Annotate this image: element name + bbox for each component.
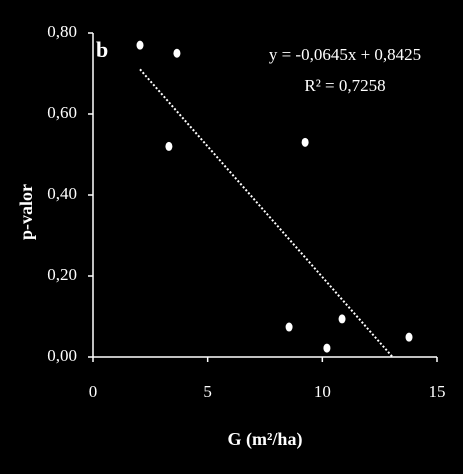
y-tick-label: 0,40 [47,184,77,203]
point [323,343,331,353]
x-axis-label: G (m²/ha) [228,429,303,450]
x-tick-label: 15 [429,382,446,401]
point [338,314,346,324]
point [165,141,173,151]
y-axis-label: p-valor [16,184,36,240]
x-tick-label: 5 [203,382,212,401]
y-tick-label: 0,00 [47,346,77,365]
trendline [139,68,394,358]
point [301,137,309,147]
equation: y = -0,0645x + 0,8425 [269,45,421,64]
point [285,322,293,332]
panel-label: b [96,37,108,62]
y-tick-label: 0,80 [47,22,77,41]
x-tick-label: 0 [89,382,98,401]
y-tick-label: 0,60 [47,103,77,122]
x-tick-label: 10 [314,382,331,401]
r-squared: R² = 0,7258 [304,76,385,95]
y-tick-label: 0,20 [47,265,77,284]
point [136,40,144,50]
point [405,332,413,342]
point [173,48,181,58]
